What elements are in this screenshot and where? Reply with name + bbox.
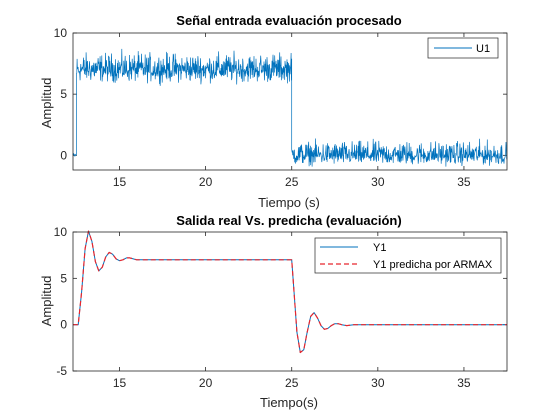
series-line-y1-predicted [73,230,507,354]
x-tick-label: 25 [285,175,299,189]
y-tick-label: 10 [54,225,68,239]
y-tick-label: 5 [60,87,67,101]
top-axes-box [72,32,508,171]
bottom-axes-box [72,231,508,372]
y-tick-label: 10 [54,26,68,40]
y-tick-label: -5 [56,364,67,378]
top-legend-label-u1: U1 [476,43,490,55]
y-tick-label: 5 [60,271,67,285]
x-tick-label: 20 [199,175,213,189]
bottom-legend-label-y1-pred: Y1 predicha por ARMAX [373,259,493,271]
bottom-chart-title: Salida real Vs. predicha (evaluación) [176,213,401,228]
top-plot-area: 15 20 25 30 35 0 5 10 [54,26,508,189]
x-tick-label: 20 [199,376,213,390]
top-chart-title: Señal entrada evaluación procesado [176,13,401,28]
bottom-legend-label-y1: Y1 [373,242,386,254]
top-y-axis-label: Amplitud [39,78,54,129]
bottom-legend-box [314,237,502,274]
top-axes: Señal entrada evaluación procesado Tiemp… [39,13,508,210]
x-tick-label: 35 [457,175,471,189]
x-tick-label: 15 [113,175,127,189]
y-tick-label: 0 [60,318,67,332]
bottom-x-axis-label: Tiempo(s) [260,395,318,410]
x-tick-label: 25 [285,376,299,390]
bottom-axes: Salida real Vs. predicha (evaluación) Ti… [39,213,508,410]
series-line-u1 [72,48,508,167]
bottom-y-axis-label: Amplitud [39,276,54,327]
x-tick-label: 30 [371,175,385,189]
x-tick-label: 15 [113,376,127,390]
x-tick-label: 30 [371,376,385,390]
top-legend: U1 [427,37,499,59]
y-tick-label: 0 [60,148,67,162]
bottom-legend: Y1 Y1 predicha por ARMAX [314,237,502,274]
x-tick-label: 35 [457,376,471,390]
top-x-axis-label: Tiempo (s) [258,195,320,210]
